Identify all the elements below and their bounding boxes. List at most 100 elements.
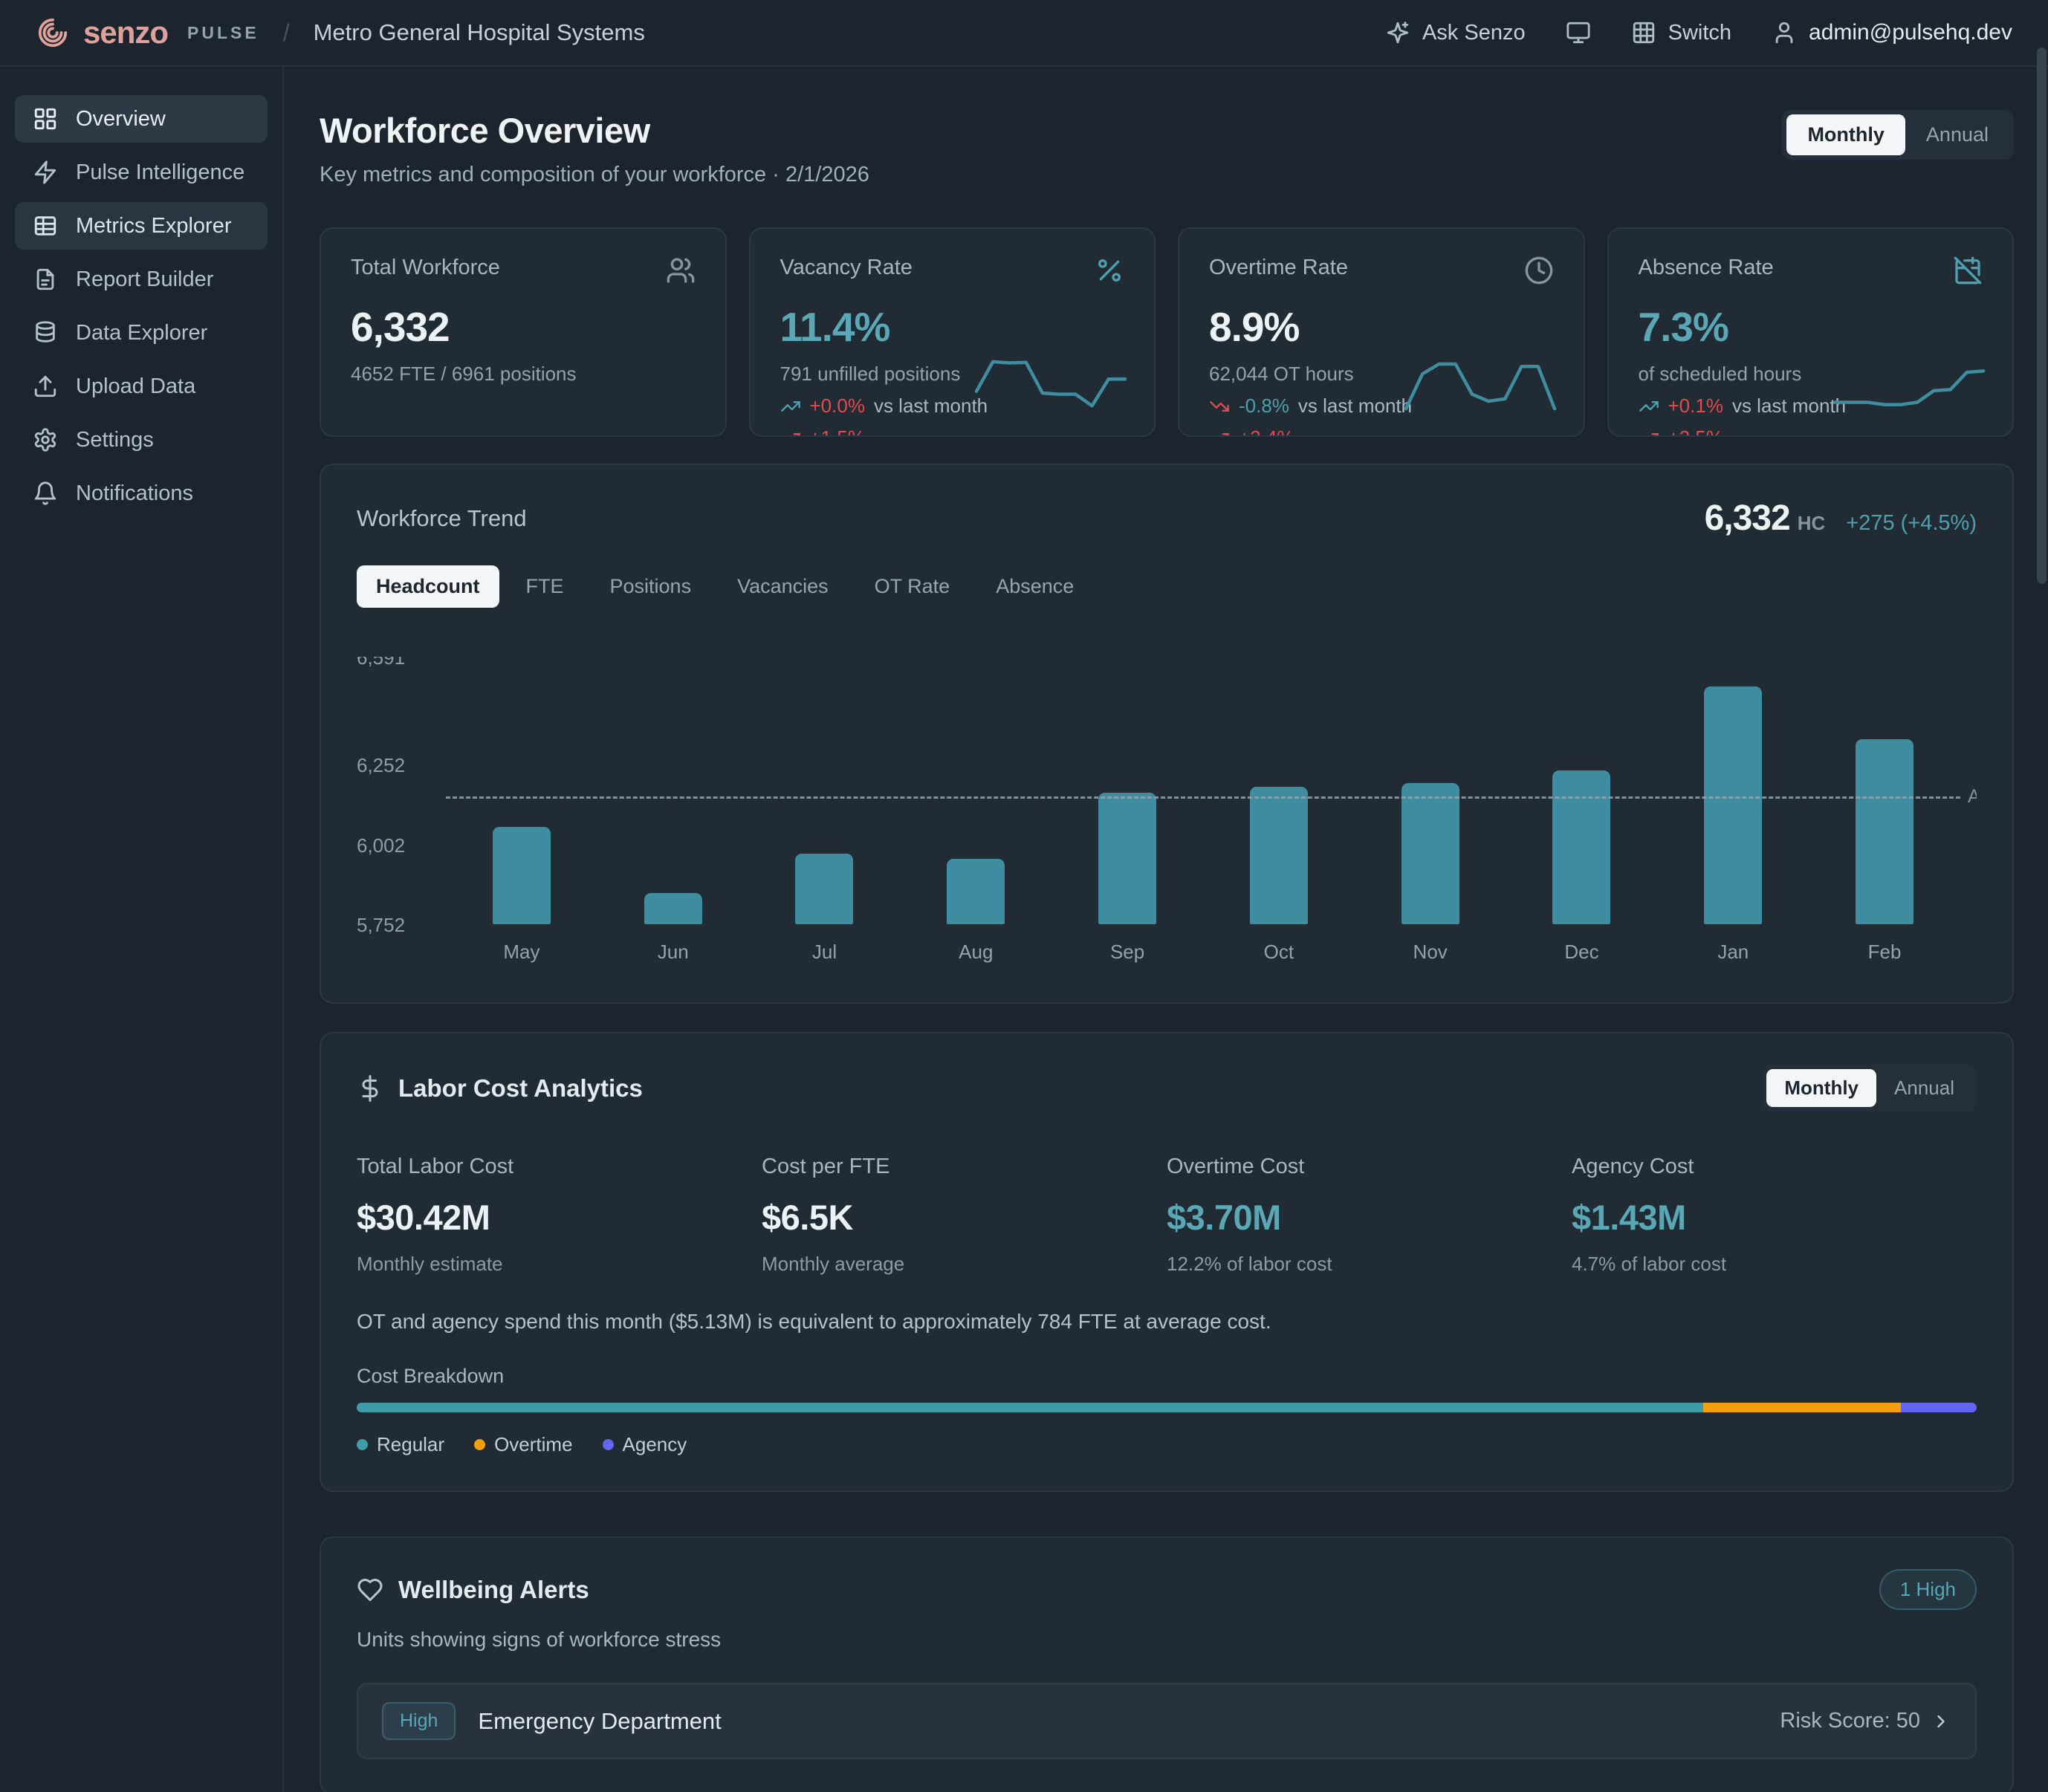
- average-line-label: Avg: [1968, 786, 1977, 807]
- kpi-value: 7.3%: [1638, 304, 1729, 350]
- top-bar: senzo PULSE / Metro General Hospital Sys…: [0, 0, 2048, 67]
- bar-may[interactable]: [492, 827, 551, 924]
- bar-oct[interactable]: [1249, 787, 1308, 924]
- upload-icon: [34, 375, 56, 397]
- labor-metric-total: Total Labor Cost $30.42M Monthly estimat…: [357, 1155, 762, 1276]
- display-mode-button[interactable]: [1566, 20, 1591, 45]
- legend-agency: Agency: [602, 1433, 687, 1456]
- page-title: Workforce Overview: [320, 111, 650, 150]
- kpi-label: Vacancy Rate: [780, 256, 913, 279]
- period-toggle: Monthly Annual: [1782, 110, 2014, 160]
- trend-up-icon: [1639, 400, 1659, 412]
- sidebar-item-notifications[interactable]: Notifications: [15, 470, 268, 517]
- calendar-off-icon: [1954, 256, 1982, 285]
- high-count-badge: 1 High: [1879, 1569, 1977, 1610]
- bar-dec[interactable]: [1552, 770, 1611, 924]
- agency-legend-dot: [602, 1439, 614, 1450]
- trend-value: +0.1%: [1668, 395, 1723, 417]
- users-icon: [667, 258, 694, 283]
- trend-title: Workforce Trend: [357, 505, 527, 531]
- logo-text: senzo: [83, 15, 169, 50]
- sidebar-item-overview[interactable]: Overview: [15, 95, 268, 143]
- bar-nov[interactable]: [1401, 783, 1459, 924]
- percent-icon: [1098, 259, 1121, 282]
- bar-sep[interactable]: [1098, 793, 1157, 924]
- kpi-label: Absence Rate: [1638, 256, 1774, 279]
- y-tick: 5,752: [357, 914, 406, 936]
- wellbeing-title: Wellbeing Alerts: [398, 1575, 589, 1603]
- bar-jul[interactable]: [795, 854, 854, 924]
- account-menu[interactable]: admin@pulsehq.dev: [1772, 20, 2012, 45]
- sidebar-item-metrics-explorer[interactable]: Metrics Explorer: [15, 202, 268, 250]
- bar-feb[interactable]: [1856, 739, 1914, 924]
- labor-metric-cost-per-fte: Cost per FTE $6.5K Monthly average: [762, 1155, 1167, 1276]
- chevron-right-icon[interactable]: [1931, 1711, 1951, 1732]
- labor-period-toggle: Monthly Annual: [1762, 1065, 1977, 1111]
- bar-jan[interactable]: [1704, 686, 1763, 924]
- labor-title: Labor Cost Analytics: [398, 1074, 643, 1102]
- monthly-toggle-button[interactable]: Monthly: [1786, 114, 1905, 155]
- regular-cost-segment: [357, 1403, 1703, 1412]
- scrollbar-thumb[interactable]: [2037, 48, 2047, 584]
- labor-note: OT and agency spend this month ($5.13M) …: [357, 1310, 1271, 1333]
- x-tick: Jan: [1717, 941, 1749, 963]
- sidebar-item-upload-data[interactable]: Upload Data: [15, 363, 268, 410]
- sidebar-item-pulse-intelligence[interactable]: Pulse Intelligence: [15, 149, 268, 196]
- cost-breakdown-legend: Regular Overtime Agency: [357, 1433, 1977, 1456]
- tab-fte[interactable]: FTE: [525, 575, 564, 597]
- alert-row-emergency-department[interactable]: High Emergency Department Risk Score: 50: [357, 1683, 1977, 1759]
- sidebar-item-report-builder[interactable]: Report Builder: [15, 256, 268, 303]
- x-tick: Aug: [959, 941, 994, 963]
- zap-icon: [34, 160, 56, 184]
- bar-jun[interactable]: [644, 893, 702, 924]
- monitor-icon: [1566, 22, 1590, 44]
- tab-ot-rate[interactable]: OT Rate: [874, 575, 950, 597]
- sidebar-item-settings[interactable]: Settings: [15, 416, 268, 464]
- metric-subtext: 4.7% of labor cost: [1572, 1253, 1727, 1275]
- switch-org-button[interactable]: Switch: [1631, 20, 1731, 45]
- legend-regular: Regular: [357, 1433, 444, 1456]
- sidebar-item-label: Data Explorer: [76, 320, 208, 345]
- labor-metrics: Total Labor Cost $30.42M Monthly estimat…: [357, 1155, 1977, 1276]
- ask-senzo-label: Ask Senzo: [1422, 20, 1526, 45]
- cost-breakdown-label: Cost Breakdown: [357, 1365, 505, 1387]
- heart-icon: [357, 1578, 383, 1601]
- trend-headline-value: 6,332: [1704, 499, 1791, 538]
- annual-toggle-button[interactable]: Annual: [1925, 123, 1989, 146]
- trend-suffix: vs last month: [1731, 395, 1847, 417]
- absence-sparkline: [1832, 369, 1986, 406]
- risk-score: Risk Score: 50: [1780, 1709, 1920, 1733]
- overtime-cost-segment: [1702, 1403, 1901, 1412]
- tab-vacancies[interactable]: Vacancies: [737, 575, 829, 597]
- ask-senzo-button[interactable]: Ask Senzo: [1385, 20, 1526, 45]
- average-line: Avg: [446, 786, 1977, 807]
- sidebar-item-data-explorer[interactable]: Data Explorer: [15, 309, 268, 357]
- bar-aug[interactable]: [947, 859, 1005, 924]
- kpi-card-overtime-rate: Overtime Rate 8.9% 62,044 OT hours -0.8%…: [1178, 227, 1585, 437]
- y-axis: 6,591 6,252 6,002 5,752: [357, 657, 438, 936]
- tab-headcount[interactable]: Headcount: [357, 565, 499, 608]
- file-text-icon: [36, 268, 54, 290]
- trend-up-icon: [780, 400, 800, 412]
- labor-monthly-button[interactable]: Monthly: [1766, 1069, 1877, 1107]
- labor-annual-button[interactable]: Annual: [1894, 1077, 1954, 1099]
- kpi-subtext: 791 unfilled positions: [780, 363, 961, 385]
- metric-label: Agency Cost: [1572, 1155, 1694, 1178]
- tab-positions[interactable]: Positions: [609, 575, 692, 597]
- breadcrumb: Metro General Hospital Systems: [313, 19, 645, 45]
- trend-suffix: vs last month: [1297, 395, 1413, 417]
- sidebar-item-label: Upload Data: [76, 374, 196, 398]
- sidebar-item-label: Overview: [76, 106, 166, 131]
- trend-up-icon: [1651, 432, 1659, 435]
- grid-icon: [1633, 22, 1654, 44]
- tab-absence[interactable]: Absence: [996, 575, 1075, 597]
- table-icon: [34, 216, 56, 236]
- metric-label: Overtime Cost: [1167, 1155, 1305, 1178]
- trend-up-icon: [793, 432, 800, 435]
- trend-value: +2.4%: [1239, 426, 1294, 435]
- legend-overtime: Overtime: [474, 1433, 573, 1456]
- main-content: Workforce Overview Key metrics and compo…: [284, 67, 2048, 1792]
- metric-value: $1.43M: [1572, 1198, 1686, 1237]
- x-axis: May Jun Jul Aug Sep Oct Nov Dec Jan Feb: [446, 941, 1960, 964]
- sidebar-item-label: Notifications: [76, 481, 193, 505]
